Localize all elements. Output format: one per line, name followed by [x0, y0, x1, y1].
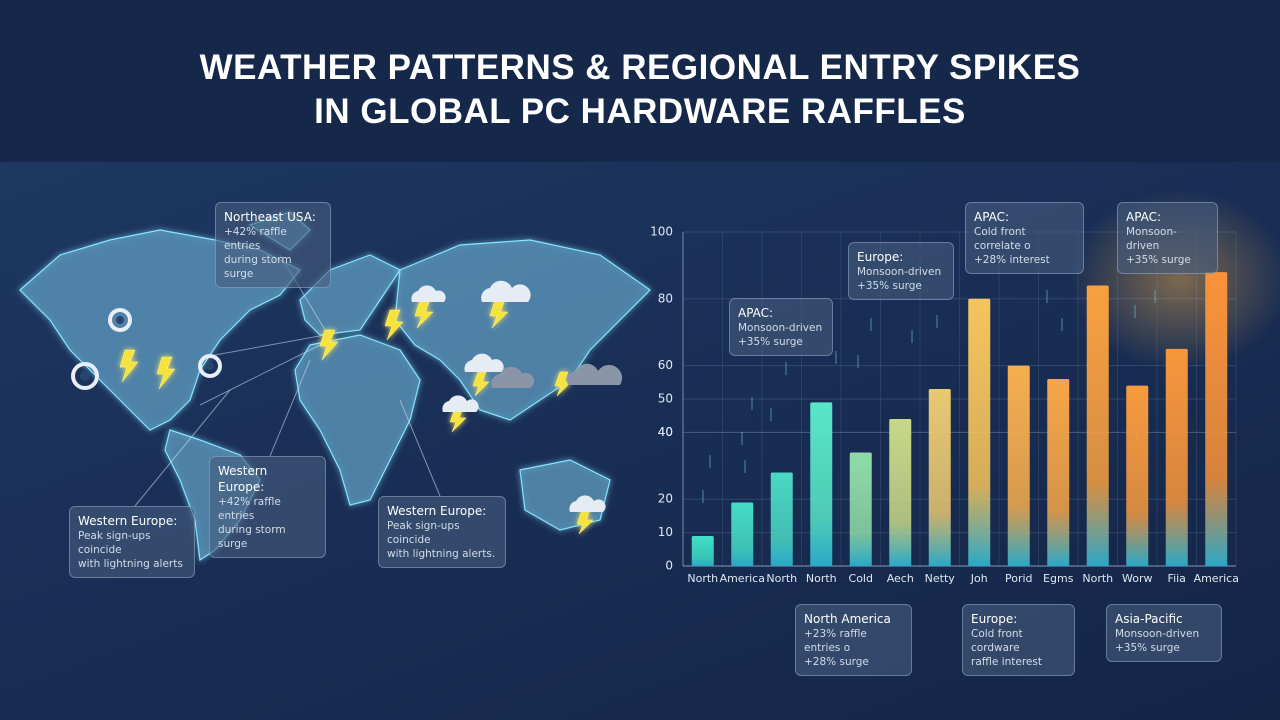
callout: APAC: Cold front correlate o +28% interest — [965, 202, 1084, 274]
chart-title: WEATHER PATTERNS & REGIONAL ENTRY SPIKES… — [199, 48, 1081, 131]
callout-text: with lightning alerts. — [387, 548, 496, 560]
y-tick-label: 40 — [658, 425, 673, 439]
y-tick-label: 20 — [658, 492, 673, 506]
callout-heading: APAC: — [1126, 210, 1162, 224]
x-tick-label: North — [687, 572, 718, 585]
callout-text: Monsoon-driven — [857, 266, 942, 278]
x-tick-label: Cold — [849, 572, 873, 585]
bar — [1047, 378, 1070, 566]
callout: Europe: Monsoon-driven +35% surge — [848, 242, 954, 300]
callout-text: +28% surge — [804, 656, 869, 668]
callout: Europe: Cold front cordware raffle interes… — [962, 604, 1075, 676]
callout-text: +35% surge — [738, 336, 803, 348]
callout: APAC: Monsoon-driven +35% surge — [1117, 202, 1218, 274]
y-tick-label: 60 — [658, 358, 673, 372]
callout-text: Monsoon-driven — [1126, 226, 1177, 252]
callout-text: +42% raffle entries — [224, 226, 287, 252]
callout-text: Monsoon-driven — [1115, 628, 1200, 640]
callout-text: +42% raffle entries — [218, 496, 281, 522]
callout: Western Europe: Peak sign-ups coincide wit… — [378, 496, 506, 568]
callout-heading: APAC: — [974, 210, 1010, 224]
y-tick-label: 0 — [665, 559, 673, 573]
callout-heading: Western Europe: — [78, 514, 178, 528]
x-tick-label: North — [766, 572, 797, 585]
y-tick-label: 40 — [658, 425, 673, 439]
callout: North America +23% raffle entries o +28% s… — [795, 604, 912, 676]
callout: Northeast USA: +42% raffle entries during … — [215, 202, 331, 288]
x-tick-label: Worw — [1122, 572, 1152, 585]
bar — [1007, 365, 1030, 566]
x-tick-label: North — [806, 572, 837, 585]
callout-text: Cold front cordware — [971, 628, 1023, 654]
bar — [731, 502, 754, 566]
bar — [889, 419, 912, 566]
callout: Asia-Pacific Monsoon-driven +35% surge — [1106, 604, 1222, 662]
y-tick-label: 80 — [658, 291, 673, 305]
callout-heading: Western Europe: — [218, 464, 268, 494]
callout-text: +35% surge — [1126, 254, 1191, 266]
bar — [1165, 348, 1188, 566]
x-tick-label: America — [720, 572, 765, 585]
callout-heading: Europe: — [971, 612, 1018, 626]
bar — [770, 472, 793, 566]
callout-text: +35% surge — [1115, 642, 1180, 654]
y-tick-label: 10 — [658, 525, 673, 539]
header — [0, 0, 1280, 162]
x-tick-label: America — [1194, 572, 1239, 585]
x-tick-label: Porid — [1005, 572, 1033, 585]
x-tick-label: Netty — [925, 572, 956, 585]
callout: Western Europe: +42% raffle entries during… — [209, 456, 326, 558]
callout-text: +35% surge — [857, 280, 922, 292]
bar — [968, 298, 991, 566]
x-tick-label: North — [1082, 572, 1113, 585]
callout-heading: Asia-Pacific — [1115, 612, 1183, 626]
x-tick-label: Joh — [970, 572, 988, 585]
x-tick-label: Fiia — [1168, 572, 1186, 585]
bar — [1086, 285, 1109, 566]
callout-text: Peak sign-ups coincide — [387, 520, 460, 546]
bar — [849, 452, 872, 566]
callout-text: during storm surge — [218, 524, 286, 550]
bar — [1126, 385, 1149, 566]
callout-heading: Northeast USA: — [224, 210, 316, 224]
callout-heading: APAC: — [738, 306, 774, 320]
callout-text: +23% raffle entries o — [804, 628, 867, 654]
callout-text: raffle interest — [971, 656, 1042, 668]
x-tick-label: Aech — [887, 572, 914, 585]
callout-text: with lightning alerts — [78, 558, 183, 570]
bar — [691, 535, 714, 566]
y-tick-label: 100 — [650, 225, 673, 239]
callout-text: Monsoon-driven — [738, 322, 823, 334]
bar — [1205, 272, 1228, 566]
callout-text: +28% interest — [974, 254, 1050, 266]
callout-text: Peak sign-ups coincide — [78, 530, 151, 556]
callout-heading: North America — [804, 612, 891, 626]
callout-text: Cold front correlate o — [974, 226, 1031, 252]
callout-text: during storm surge — [224, 254, 292, 280]
bar — [810, 402, 833, 566]
callout: Western Europe: Peak sign-ups coincide wit… — [69, 506, 195, 578]
callout-heading: Europe: — [857, 250, 904, 264]
y-tick-label: 50 — [658, 392, 673, 406]
weather-icons — [71, 280, 623, 535]
x-tick-label: Egms — [1043, 572, 1074, 585]
bar — [928, 388, 951, 566]
callout-heading: Western Europe: — [387, 504, 487, 518]
callout: APAC: Monsoon-driven +35% surge — [729, 298, 833, 356]
